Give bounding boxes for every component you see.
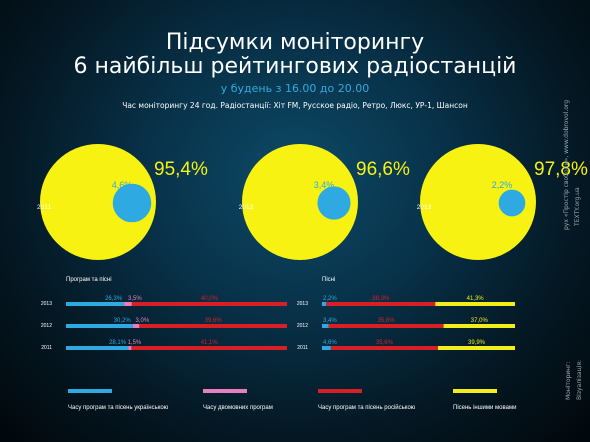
pie-circle-2011 [40,144,156,260]
bar-year-label-1-2012: 2012 [297,323,308,329]
pie-inner-circle-2011 [112,183,152,223]
bar-segment-1-2012-other [443,324,515,328]
monitoring-info: Час моніторингу 24 год. Радіостанції: Хі… [122,101,468,110]
bar-year-label-0-2012: 2012 [41,323,52,329]
bar-label-0-2011-ukrainian: 28,1% [109,340,127,346]
bar-segment-1-2012-ukrainian [322,324,329,328]
pie-circle-2013 [420,144,536,260]
bar-segment-0-2011-russian [131,346,287,350]
bar-label-1-2013-other: 41,3% [467,296,485,302]
bar-label-1-2012-other: 37,0% [471,318,489,324]
legend-label-russian: Часу програм та пісень російською [318,404,416,411]
bar-segment-1-2013-ukrainian [322,302,327,306]
bar-year-label-0-2011: 2011 [41,345,52,351]
bar-group-title-1: Пісні [322,277,335,283]
legend-label-ukrainian: Часу програм та пісень українською [68,405,169,411]
bar-label-0-2013-bilingual: 3,5% [128,296,142,302]
bar-segment-0-2012-bilingual [132,324,140,328]
bar-label-0-2013-ukrainian: 26,3% [105,296,123,302]
pie-inner-label-2012: 3,4% [314,180,335,190]
page-title-line1: Підсумки моніторингу [165,30,425,55]
legend-swatch-ukrainian [68,389,112,393]
legend-swatch-bilingual [203,389,247,393]
bar-segment-1-2011-other [437,346,515,350]
bar-label-1-2013-ukrainian: 2,2% [323,296,337,302]
bar-segment-0-2013-bilingual [124,302,132,306]
bar-label-1-2013-russian: 38,3% [372,296,390,302]
pie-share-label-2012: 96,6% [356,159,410,180]
pie-year-label-2011: 2011 [37,204,51,211]
subtitle: у будень з 16.00 до 20.00 [220,82,370,95]
bar-segment-0-2011-ukrainian [66,346,129,350]
bar-label-1-2011-russian: 35,6% [376,340,394,346]
bar-segment-1-2013-russian [326,302,436,306]
bar-label-1-2012-ukrainian: 3,4% [323,318,337,324]
bar-segment-1-2013-other [435,302,515,306]
credit-visual-label: Візуалізація: [576,360,583,400]
bar-segment-0-2012-russian [139,324,287,328]
bar-label-0-2012-ukrainian: 30,2% [114,318,132,324]
bar-label-0-2011-russian: 41,1% [201,340,219,346]
bar-label-1-2012-russian: 35,8% [378,318,396,324]
bar-segment-0-2013-ukrainian [66,302,125,306]
legend-label-other: Пісень іншими мовами [453,405,516,411]
bar-year-label-1-2013: 2013 [297,301,308,307]
bar-segment-1-2011-ukrainian [322,346,331,350]
pie-inner-circle-2013 [498,189,526,217]
bar-label-1-2011-other: 39,9% [468,340,486,346]
bar-segment-0-2012-ukrainian [66,324,133,328]
pie-circle-2012 [242,144,358,260]
bar-segment-0-2013-russian [131,302,287,306]
bar-label-0-2012-russian: 39,6% [205,318,223,324]
credit-visual-value: TEXTY.org.ua [574,187,581,226]
pie-year-label-2013: 2013 [417,204,432,211]
legend-swatch-russian [318,389,362,393]
pie-share-label-2013: 97,8% [534,159,588,180]
bar-year-label-1-2011: 2011 [297,345,308,351]
bar-segment-0-2011-bilingual [128,346,132,350]
pie-year-label-2012: 2012 [239,204,254,211]
page-title-line2: 6 найбільш рейтингових радіостанцій [73,54,517,79]
bar-label-0-2011-bilingual: 1,5% [128,340,142,346]
pie-share-label-2011: 95,4% [154,159,208,180]
legend-label-bilingual: Часу двомовних програм [203,405,273,411]
pie-inner-label-2011: 4,6% [112,180,133,190]
bar-label-0-2012-bilingual: 3,0% [136,318,150,324]
bar-segment-1-2012-russian [328,324,444,328]
bar-group-title-0: Програм та пісні [66,277,112,283]
pie-inner-circle-2012 [317,186,351,220]
bar-year-label-0-2013: 2013 [41,301,52,307]
bar-label-1-2011-ukrainian: 4,6% [323,340,337,346]
bar-label-0-2013-russian: 40,0% [201,296,219,302]
legend-swatch-other [453,389,497,393]
pie-inner-label-2013: 2,2% [492,180,513,190]
bar-segment-1-2011-russian [330,346,438,350]
